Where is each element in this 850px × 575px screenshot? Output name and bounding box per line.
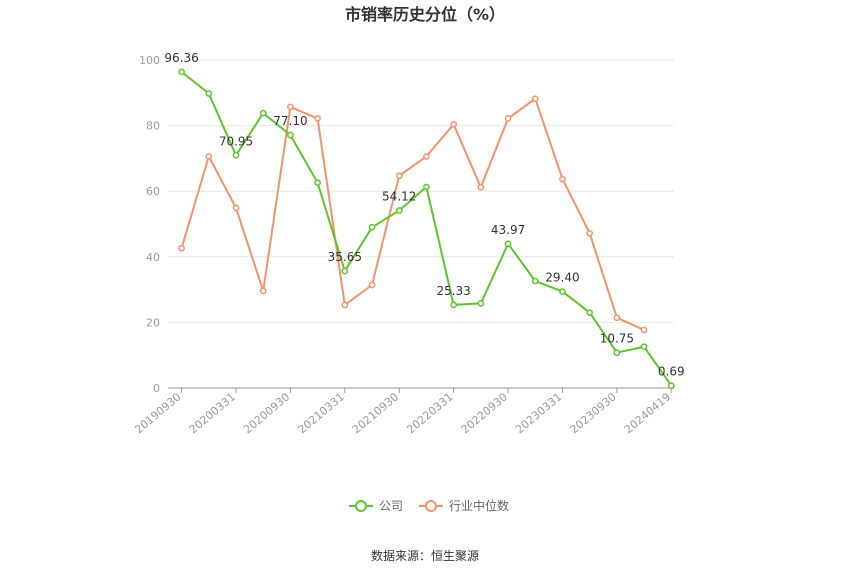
data-point: [586, 229, 594, 237]
legend-label: 公司: [379, 499, 403, 513]
data-point: [341, 301, 349, 309]
data-point: [450, 120, 457, 128]
data-point: [368, 223, 376, 231]
legend-swatch-marker: [425, 500, 437, 512]
data-point: [205, 153, 213, 160]
data-point: [314, 115, 321, 122]
data-point: [259, 287, 267, 295]
x-tick-label: 20220331: [404, 390, 455, 436]
data-point: [559, 288, 566, 295]
series-line: [180, 71, 673, 387]
data-point: [640, 326, 648, 334]
data-label: 0.69: [658, 365, 685, 379]
x-tick-label: 20220930: [459, 390, 510, 436]
y-tick-label: 20: [146, 316, 160, 329]
legend-label: 行业中位数: [449, 498, 509, 513]
x-tick-label: 20190930: [132, 390, 183, 436]
source-note: 数据来源：恒生聚源: [371, 548, 479, 563]
x-tick-label: 20230930: [568, 390, 619, 436]
data-label: 77.10: [273, 114, 307, 128]
data-point: [178, 244, 185, 252]
data-point: [477, 300, 485, 307]
data-point: [205, 90, 213, 97]
series-line: [180, 97, 645, 331]
data-point: [423, 183, 430, 191]
data-labels: 96.36 70.95 77.10 35.65 54.12 25.33 43.97 29.40…: [164, 51, 684, 379]
data-point: [232, 151, 240, 159]
data-point: [586, 309, 594, 316]
y-tick-label: 100: [139, 54, 160, 67]
x-tick-label: 20200930: [241, 390, 292, 436]
data-point: [504, 240, 512, 248]
data-point: [559, 175, 566, 183]
data-label: 54.12: [382, 189, 416, 203]
data-label: 35.65: [328, 250, 362, 264]
data-label: 10.75: [600, 332, 634, 346]
data-point: [287, 103, 294, 111]
data-point: [613, 314, 621, 322]
data-point: [531, 277, 539, 285]
data-point: [395, 172, 403, 180]
data-point: [450, 301, 457, 309]
data-point: [178, 68, 185, 76]
data-point: [531, 95, 539, 103]
y-tick-label: 60: [146, 185, 160, 198]
data-point: [341, 267, 349, 275]
data-point: [613, 349, 621, 357]
data-point: [423, 153, 430, 160]
data-point: [667, 382, 675, 390]
y-tick-label: 80: [146, 120, 160, 133]
data-point: [504, 115, 512, 122]
legend-swatch-marker: [355, 500, 367, 512]
legend: 公司 行业中位数: [349, 498, 509, 513]
y-tick-label: 0: [153, 382, 160, 395]
chart-title: 市销率历史分位（%）: [345, 5, 505, 24]
series-layer: [178, 68, 675, 390]
x-tick-label: 20200331: [187, 390, 238, 436]
data-label: 43.97: [491, 223, 525, 237]
data-label: 29.40: [545, 271, 579, 285]
data-point: [477, 183, 485, 191]
data-label: 25.33: [436, 284, 470, 298]
data-point: [259, 109, 267, 117]
x-tick-label: 20240419: [622, 390, 673, 436]
x-tick-label: 20210331: [296, 390, 347, 436]
x-tick-label: 20230331: [513, 390, 564, 436]
y-tick-label: 40: [146, 251, 160, 264]
data-point: [314, 179, 321, 187]
data-point: [287, 131, 294, 139]
data-point: [395, 207, 403, 214]
data-label: 70.95: [219, 134, 253, 148]
data-point: [640, 343, 648, 351]
data-label: 96.36: [164, 51, 198, 65]
data-point: [232, 204, 240, 212]
data-point: [368, 281, 376, 289]
x-tick-label: 20210930: [350, 390, 401, 436]
